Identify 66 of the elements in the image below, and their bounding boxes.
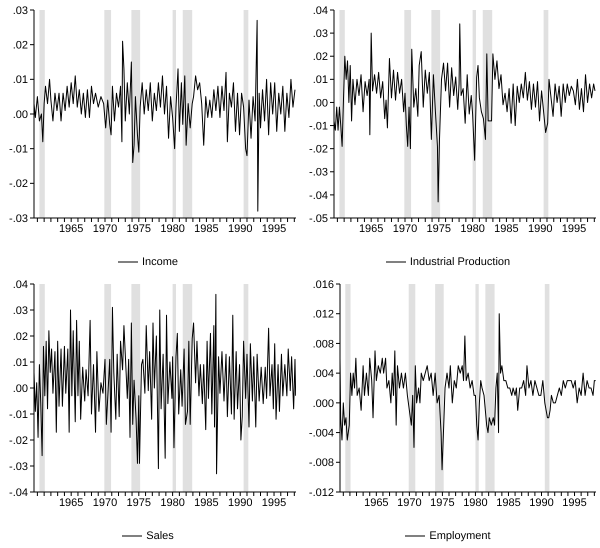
y-tick-label: .016 [312, 278, 334, 291]
y-tick-label: .04 [312, 4, 328, 17]
y-tick-label: -.03 [309, 166, 328, 179]
legend-label: Employment [429, 530, 491, 542]
y-tick-label: .02 [312, 51, 328, 64]
legend-label: Sales [146, 530, 174, 542]
y-tick-label: .03 [12, 304, 28, 317]
y-tick-label: .000 [312, 398, 334, 410]
legend-label: Income [142, 256, 178, 268]
y-tick-label: -.04 [309, 190, 328, 202]
y-tick-label: -.03 [9, 212, 28, 225]
x-tick-label: 1965 [358, 222, 384, 235]
y-tick-label: -.01 [9, 408, 28, 421]
y-tick-label: -.04 [9, 486, 28, 499]
x-tick-label: 1985 [194, 222, 219, 235]
y-tick-label: -.02 [9, 434, 28, 447]
x-tick-label: 1975 [426, 222, 452, 235]
x-tick-label: 1980 [460, 222, 485, 235]
y-tick-label: -.02 [9, 178, 28, 190]
x-tick-label: 1975 [126, 496, 152, 509]
x-tick-label: 1970 [392, 222, 418, 235]
x-tick-label: 1970 [397, 496, 422, 509]
y-tick-label: .00 [312, 97, 328, 110]
y-tick-label: .03 [312, 28, 328, 40]
y-tick-label: -.008 [308, 457, 334, 470]
x-tick-label: 1970 [92, 222, 118, 235]
y-tick-label: .01 [312, 74, 328, 86]
y-tick-label: .00 [12, 108, 28, 121]
y-tick-label: -.03 [9, 460, 28, 473]
x-tick-label: 1980 [160, 496, 185, 509]
y-tick-label: .00 [12, 382, 28, 395]
x-tick-label: 1975 [126, 222, 152, 235]
x-tick-label: 1995 [562, 496, 587, 509]
x-tick-label: 1985 [194, 496, 219, 509]
y-tick-label: .004 [312, 368, 334, 380]
x-tick-label: 1990 [228, 496, 252, 509]
x-tick-label: 1985 [494, 222, 519, 235]
x-tick-label: 1965 [58, 496, 84, 509]
x-tick-label: 1990 [528, 222, 552, 235]
x-tick-label: 1980 [463, 496, 488, 509]
x-tick-label: 1995 [262, 222, 286, 235]
y-tick-label: -.02 [309, 144, 328, 156]
x-tick-label: 1985 [496, 496, 521, 509]
y-tick-label: -.004 [308, 427, 334, 440]
y-tick-label: .02 [12, 40, 28, 52]
x-tick-label: 1975 [430, 496, 455, 509]
x-tick-label: 1995 [562, 222, 586, 235]
x-tick-label: 1990 [529, 496, 554, 509]
y-tick-label: .03 [12, 4, 28, 17]
y-tick-label: -.01 [309, 120, 328, 132]
y-tick-label: .008 [312, 338, 334, 350]
y-tick-label: -.01 [9, 144, 28, 156]
y-tick-label: -.012 [308, 486, 334, 499]
x-tick-label: 1965 [364, 496, 389, 509]
y-tick-label: .01 [12, 356, 28, 369]
x-tick-label: 1965 [58, 222, 84, 235]
x-tick-label: 1980 [160, 222, 185, 235]
y-tick-label: .04 [12, 278, 28, 291]
x-tick-label: 1970 [92, 496, 118, 509]
x-tick-label: 1990 [228, 222, 252, 235]
y-tick-label: -.05 [309, 212, 328, 225]
legend-label: Industrial Production [410, 256, 510, 268]
x-tick-label: 1995 [262, 496, 286, 509]
y-tick-label: .02 [12, 330, 28, 343]
y-tick-label: .012 [312, 308, 334, 321]
y-tick-label: .01 [12, 74, 28, 86]
